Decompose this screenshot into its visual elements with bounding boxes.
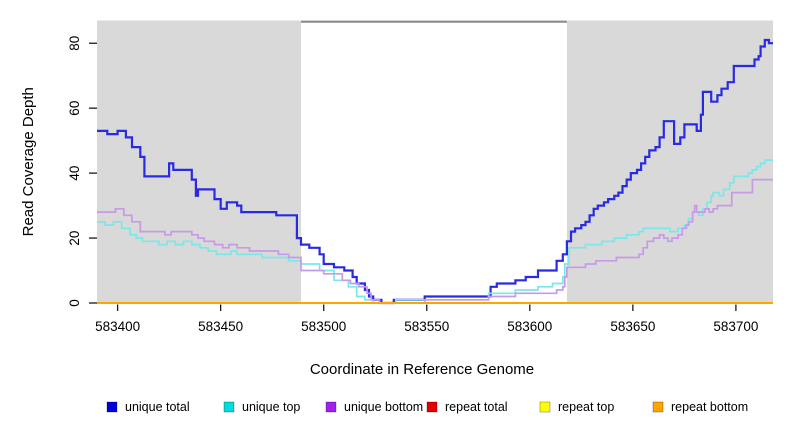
x-tick-label: 583650 xyxy=(610,319,655,334)
series-line-unique-top xyxy=(97,159,773,304)
x-tick-label: 583600 xyxy=(507,319,552,334)
y-tick-label: 20 xyxy=(67,231,82,246)
x-axis-title: Coordinate in Reference Genome xyxy=(310,361,534,378)
shaded-region-flank-right xyxy=(566,20,773,304)
legend-swatch-repeat-bottom xyxy=(652,401,664,413)
series-line-unique-total xyxy=(97,38,773,305)
legend-label-repeat-total: repeat total xyxy=(445,400,508,414)
legend-label-unique-bottom: unique bottom xyxy=(344,400,423,414)
legend-swatch-repeat-total xyxy=(426,401,438,413)
y-axis-title: Read Coverage Depth xyxy=(20,87,37,236)
series-line-unique-bottom xyxy=(97,178,773,304)
x-tick-label: 583400 xyxy=(95,319,140,334)
y-tick-label: 40 xyxy=(67,166,82,181)
legend-label-repeat-top: repeat top xyxy=(558,400,614,414)
x-tick-label: 583700 xyxy=(713,319,758,334)
x-tick-label: 583550 xyxy=(404,319,449,334)
legend-swatch-repeat-top xyxy=(539,401,551,413)
x-tick-label: 583500 xyxy=(301,319,346,334)
legend-swatch-unique-bottom xyxy=(325,401,337,413)
shaded-region-flank-left xyxy=(97,20,302,304)
legend-swatch-unique-total xyxy=(106,401,118,413)
legend-label-unique-top: unique top xyxy=(242,400,300,414)
legend-label-repeat-bottom: repeat bottom xyxy=(671,400,748,414)
y-tick-label: 0 xyxy=(67,299,82,307)
legend-label-unique-total: unique total xyxy=(125,400,190,414)
legend-swatch-unique-top xyxy=(223,401,235,413)
y-tick-label: 80 xyxy=(67,36,82,51)
x-tick-label: 583450 xyxy=(198,319,243,334)
y-tick-label: 60 xyxy=(67,101,82,116)
